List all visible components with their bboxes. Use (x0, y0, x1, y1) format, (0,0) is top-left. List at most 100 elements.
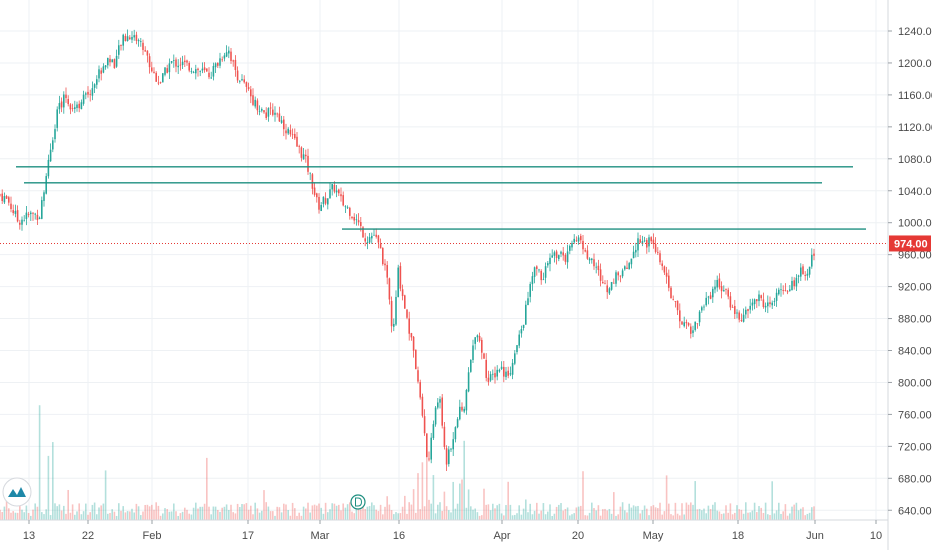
horizontal-lines[interactable] (16, 166, 866, 230)
volume-bar (85, 503, 87, 520)
volume-bar (197, 508, 199, 520)
y-tick-label: 840.00 (898, 346, 932, 358)
volume-bar (201, 506, 204, 520)
volume-bar (342, 503, 344, 520)
candle-body (584, 250, 586, 252)
volume-bar (41, 512, 43, 520)
y-tick-label: 1040.00 (898, 186, 932, 198)
candle-body (168, 63, 171, 73)
candle-body (797, 275, 800, 277)
candle-body (423, 416, 426, 434)
volume-bar (208, 506, 210, 520)
volume-bar (36, 506, 39, 520)
volume-bar (38, 405, 41, 520)
volume-bar (476, 512, 479, 520)
volume-bar (760, 507, 762, 520)
volume-bar (164, 508, 166, 520)
candle-body (118, 45, 120, 55)
volume-bar (551, 515, 553, 520)
volume-bar (500, 513, 503, 520)
volume-bar (144, 504, 146, 520)
candle-body (239, 80, 241, 82)
volume-bar (426, 451, 428, 520)
candle-body (668, 275, 670, 288)
volume-bar (307, 502, 309, 520)
volume-bar (507, 481, 509, 520)
candle-body (498, 369, 501, 372)
candle-body (555, 251, 558, 259)
candle-body (428, 458, 430, 460)
volume-bar (791, 506, 793, 520)
candle-body (192, 71, 195, 73)
volume-bar (745, 502, 747, 520)
candle-body (786, 291, 789, 293)
candle-body (461, 406, 463, 411)
volume-bar (146, 504, 149, 520)
candle-body (89, 93, 91, 95)
candle-body (197, 68, 199, 71)
volume-bar (505, 505, 507, 520)
volume-bar (384, 506, 386, 520)
volume-bar (316, 505, 318, 520)
volume-bar (355, 502, 358, 520)
candle-body (729, 296, 732, 308)
volume-bar (318, 503, 320, 520)
candle-body (153, 71, 155, 73)
candle-body (43, 192, 45, 201)
candle-body (593, 259, 595, 267)
volume-bar (628, 503, 630, 520)
candle-body (243, 79, 245, 83)
volume-bar (89, 512, 91, 520)
candle-body (683, 322, 685, 327)
volume-bar (166, 509, 168, 520)
volume-bar (767, 514, 769, 520)
candle-body (793, 280, 795, 287)
volume-bar (626, 512, 628, 520)
candle-body (533, 267, 536, 277)
volume-bar (742, 513, 745, 520)
dividend-marker-icon[interactable] (350, 494, 366, 510)
volume-bar (685, 502, 688, 520)
candle-body (450, 448, 452, 450)
candle-body (179, 64, 182, 66)
candle-body (639, 239, 641, 243)
volume-bar (173, 503, 175, 520)
candle-body (646, 240, 648, 248)
volume-bar (729, 503, 732, 520)
volume-bar (261, 510, 263, 520)
volume-bar (1, 512, 3, 520)
candle-body (47, 159, 50, 177)
volume-bar (542, 503, 545, 520)
candle-body (619, 275, 622, 277)
volume-bar (621, 502, 624, 520)
volume-bar (487, 504, 490, 520)
candle-body (643, 240, 646, 242)
candle-body (560, 251, 562, 254)
volume-bar (775, 510, 778, 520)
volume-bar (648, 515, 650, 520)
candle-body (659, 253, 661, 263)
candle-body (791, 280, 793, 291)
volume-bar (100, 505, 102, 520)
candle-body (764, 305, 767, 308)
x-tick-label: 13 (23, 530, 35, 542)
candle-body (698, 311, 701, 323)
volume-bar (727, 512, 729, 520)
candle-body (813, 253, 815, 256)
candle-body (69, 104, 72, 110)
candle-body (489, 374, 492, 381)
candle-body (393, 323, 395, 327)
volume-bar (148, 506, 151, 520)
candle-body (135, 34, 138, 41)
candle-body (718, 278, 721, 288)
volume-bar (168, 511, 171, 520)
volume-bar (511, 515, 514, 520)
candle-body (8, 197, 10, 203)
volume-bar (3, 506, 6, 520)
volume-bar (544, 514, 547, 520)
candle-body (527, 298, 529, 306)
candle-body (287, 128, 289, 134)
candle-body (186, 60, 188, 63)
